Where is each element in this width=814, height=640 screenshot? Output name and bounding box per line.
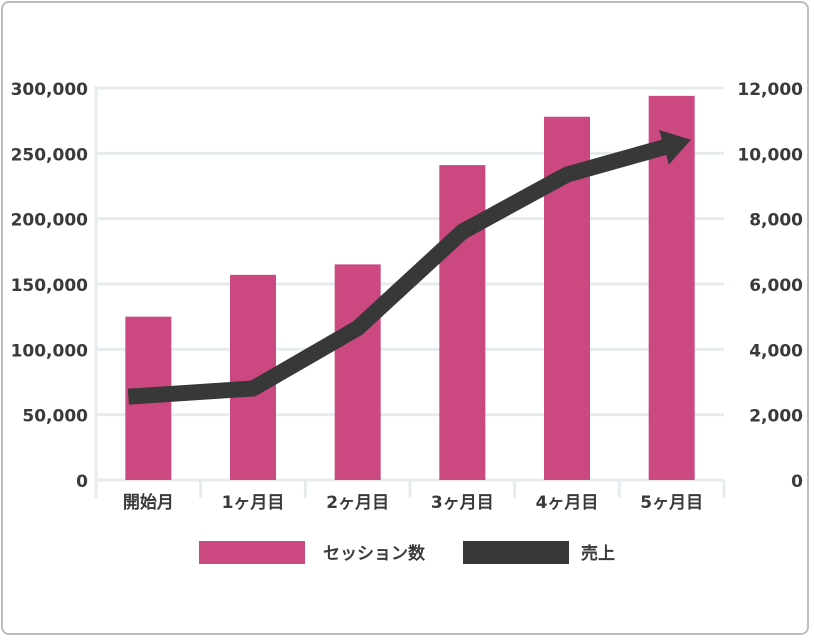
left-tick-label: 50,000 [22, 407, 88, 427]
left-tick-label: 0 [76, 472, 88, 492]
legend-swatch-sales [463, 541, 569, 564]
legend-label-sales: 売上 [581, 543, 615, 564]
category-label: 1ヶ月目 [222, 493, 285, 513]
right-tick-label: 6,000 [749, 276, 803, 296]
category-label: 2ヶ月目 [326, 493, 389, 513]
category-label: 4ヶ月目 [536, 493, 599, 513]
left-tick-label: 150,000 [11, 276, 89, 296]
left-tick-label: 300,000 [11, 80, 89, 100]
legend-swatch-sessions [199, 541, 305, 564]
left-tick-label: 100,000 [11, 341, 89, 361]
right-tick-label: 8,000 [749, 211, 803, 231]
left-tick-label: 250,000 [11, 145, 89, 165]
right-tick-label: 12,000 [737, 80, 803, 100]
gridlines [94, 86, 726, 498]
right-tick-label: 0 [791, 472, 803, 492]
bar [439, 165, 486, 481]
right-tick-label: 4,000 [749, 341, 803, 361]
right-tick-label: 2,000 [749, 407, 803, 427]
category-label: 3ヶ月目 [431, 493, 494, 513]
category-label: 開始月 [123, 492, 174, 513]
left-axis-ticks: 0 50,000 100,000 150,000 200,000 250,000 300,0… [11, 80, 89, 492]
legend: セッション数 売上 [199, 541, 615, 564]
bar [334, 264, 381, 480]
arrow-head-icon [659, 130, 691, 165]
line-series-sales [127, 130, 691, 405]
right-axis-ticks: 0 2,000 4,000 6,000 8,000 10,000 12,000 [737, 80, 803, 492]
sales-line [127, 139, 667, 405]
x-axis-categories: 開始月 1ヶ月目 2ヶ月目 3ヶ月目 4ヶ月目 5ヶ月目 [123, 492, 703, 513]
right-tick-label: 10,000 [737, 145, 803, 165]
left-tick-label: 200,000 [11, 211, 89, 231]
legend-label-sessions: セッション数 [323, 543, 426, 564]
category-label: 5ヶ月目 [640, 493, 703, 513]
